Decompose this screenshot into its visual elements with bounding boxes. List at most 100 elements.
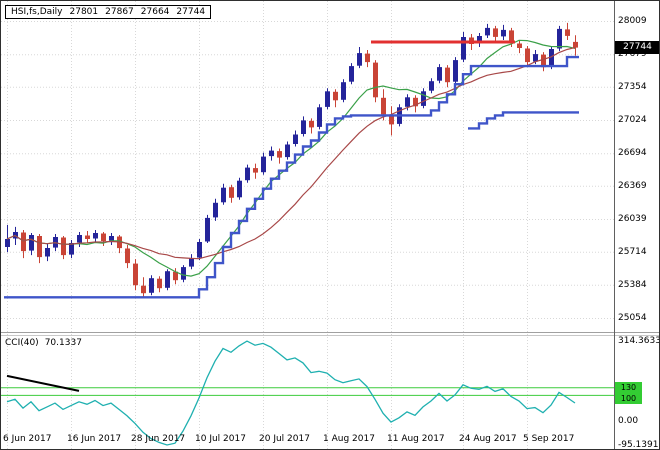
candle-body	[517, 43, 522, 48]
candle-body	[461, 37, 466, 60]
date-axis-label: 1 Aug 2017	[323, 434, 375, 444]
high-value: 27867	[105, 7, 134, 17]
symbol-ohlc-box: HSI,fs,Daily 27801 27867 27664 27744	[5, 5, 212, 19]
candle-body	[141, 285, 146, 294]
candle-body	[21, 232, 26, 252]
candle-body	[293, 134, 298, 144]
symbol-label: HSI,fs,Daily	[11, 7, 63, 17]
candle-body	[29, 235, 34, 251]
candle-body	[389, 114, 394, 125]
candle-body	[101, 233, 106, 241]
candle-body	[125, 248, 130, 264]
date-axis-label: 5 Sep 2017	[523, 434, 575, 444]
cci-value: 70.1337	[44, 338, 82, 348]
candle-body	[157, 278, 162, 289]
candle-body	[421, 91, 426, 106]
candle-body	[493, 28, 498, 37]
candle-body	[205, 217, 210, 242]
date-axis-label: 28 Jun 2017	[131, 434, 186, 444]
candle-body	[541, 54, 546, 68]
candle-body	[341, 82, 346, 100]
candle-body	[325, 91, 330, 107]
candle-body	[5, 239, 10, 247]
candle-body	[525, 48, 530, 63]
candle-body	[93, 233, 98, 239]
candle-body	[85, 235, 90, 239]
ma-slow-line	[6, 47, 576, 260]
candle-body	[77, 235, 82, 243]
price-axis-label: 27024	[618, 115, 647, 125]
indicator-axis-label: 314.3633	[618, 336, 660, 346]
candle-body	[453, 60, 458, 82]
candle-body	[149, 278, 154, 293]
candle-body	[413, 97, 418, 107]
price-axis-label: 26694	[618, 148, 647, 159]
price-axis-label: 25054	[618, 313, 647, 323]
candle-body	[253, 168, 258, 173]
low-value: 27664	[140, 7, 170, 17]
cci-name: CCI(40)	[5, 338, 39, 348]
candle-body	[37, 236, 42, 258]
price-axis-label: 27679	[618, 49, 647, 60]
date-axis-label: 16 Jun 2017	[67, 434, 122, 444]
candle-body	[109, 236, 114, 241]
date-axis-label: 20 Jul 2017	[259, 434, 310, 444]
candle-body	[365, 53, 370, 63]
candle-body	[573, 41, 578, 48]
cci-level-badge-130: 130	[615, 381, 642, 393]
candle-body	[445, 67, 450, 83]
cci-indicator-label: CCI(40) 70.1337	[5, 338, 82, 348]
candle-body	[285, 144, 290, 158]
step-trend-line-2[interactable]	[468, 111, 579, 130]
candle-body	[549, 49, 554, 67]
candle-body	[333, 91, 338, 101]
candle-body	[373, 62, 378, 98]
candle-body	[405, 97, 410, 107]
current-price-badge: 27744	[615, 41, 659, 55]
candle-body	[565, 29, 570, 36]
date-axis-label: 6 Jun 2017	[3, 434, 52, 444]
candle-body	[165, 271, 170, 288]
price-axis-label: 28009	[618, 16, 647, 26]
price-axis[interactable]: 28009 27679 27354 27024 26694 26369 26039 25714…	[615, 1, 660, 450]
candle-body	[437, 67, 442, 81]
candle-body	[309, 120, 314, 128]
candle-body	[173, 271, 178, 281]
date-axis-label: 11 Aug 2017	[387, 434, 445, 444]
candle-body	[277, 151, 282, 158]
candle-body	[229, 187, 234, 198]
candle-body	[317, 107, 322, 127]
candle-body	[269, 150, 274, 157]
cci-level-badge-100: 100	[615, 392, 642, 404]
step-trend-line[interactable]	[4, 55, 579, 299]
candle-body	[557, 28, 562, 49]
cci-trendline[interactable]	[6, 374, 80, 392]
candle-body	[213, 202, 218, 218]
date-axis-label: 24 Aug 2017	[459, 434, 517, 444]
candle-body	[485, 27, 490, 36]
cci-line	[6, 340, 576, 446]
candle-body	[245, 167, 250, 181]
candle-body	[357, 53, 362, 66]
date-axis-label: 10 Jul 2017	[195, 434, 246, 444]
price-axis-label: 26369	[618, 180, 647, 191]
indicator-axis-label: -95.1391	[618, 440, 659, 450]
candle-body	[509, 30, 514, 43]
candle-body	[45, 248, 50, 257]
price-axis-label: 27354	[618, 81, 647, 92]
candle-body	[381, 97, 386, 115]
candle-body	[181, 267, 186, 280]
price-axis-label: 26039	[618, 214, 647, 224]
candle-body	[189, 258, 194, 267]
date-axis[interactable]: 6 Jun 2017 16 Jun 2017 28 Jun 2017 10 Jul 2…	[1, 432, 614, 449]
ma-fast-line	[6, 39, 576, 277]
candle-body	[261, 156, 266, 173]
candle-body	[477, 36, 482, 44]
candle-body	[61, 237, 66, 256]
candle-body	[501, 29, 506, 37]
open-value: 27801	[69, 7, 99, 17]
candle-body	[533, 54, 538, 62]
candle-body	[221, 187, 226, 203]
